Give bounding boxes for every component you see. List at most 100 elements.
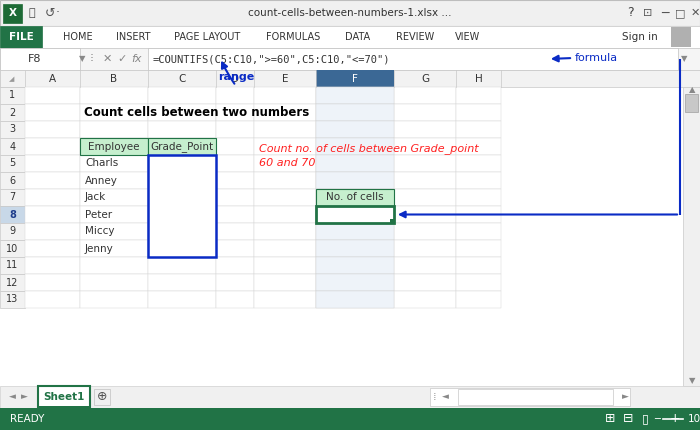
Text: 4: 4 [9,141,15,151]
Bar [148,104,216,121]
Text: D: D [231,74,239,83]
Bar [316,291,394,308]
Bar [0,223,25,240]
Bar [430,388,630,406]
Text: 60 and 70: 60 and 70 [259,157,316,168]
Text: Grade_Point: Grade_Point [150,141,214,152]
Text: ⊕: ⊕ [97,390,107,403]
Text: formula: formula [575,53,618,63]
Bar [0,138,25,155]
Bar [0,70,25,87]
Text: 10: 10 [6,243,19,254]
Bar [216,172,254,189]
Bar [456,223,501,240]
Bar [80,138,148,155]
Bar [316,87,394,104]
Bar [394,138,456,155]
Text: ▼: ▼ [689,377,695,386]
Text: 70: 70 [199,175,212,185]
Bar [25,87,80,104]
Bar [394,206,456,223]
Bar [254,257,316,274]
Bar [254,291,316,308]
Bar [25,240,80,257]
Bar [80,291,148,308]
Text: 75: 75 [199,209,212,219]
Text: ↺: ↺ [45,6,55,19]
Bar [254,240,316,257]
Bar [38,406,90,408]
Bar [80,104,148,121]
Text: ⁝: ⁝ [90,52,94,65]
Bar [0,48,700,70]
Bar [80,274,148,291]
Bar [316,274,394,291]
Bar [254,189,316,206]
Bar [148,48,678,70]
Bar [148,257,216,274]
Bar [216,223,254,240]
Bar [25,257,80,274]
Bar [148,155,216,172]
Text: Jenny: Jenny [85,243,113,254]
Bar [80,240,148,257]
Text: ►: ► [20,393,27,402]
Bar [216,121,254,138]
Bar [671,27,691,47]
Text: 11: 11 [6,261,19,270]
Text: VIEW: VIEW [456,32,481,42]
Bar [394,189,456,206]
Text: ▼: ▼ [78,55,85,64]
Text: Employee: Employee [88,141,140,151]
Bar [316,223,394,240]
Bar [80,172,148,189]
Bar [80,121,148,138]
Bar [456,240,501,257]
Bar [216,257,254,274]
Text: DATA: DATA [345,32,370,42]
Bar [254,172,316,189]
Bar [316,189,394,206]
Bar [394,155,456,172]
Bar [456,87,501,104]
Bar [394,121,456,138]
Bar [685,94,698,112]
Text: ⊞: ⊞ [605,412,615,426]
Text: ✕: ✕ [102,54,112,64]
Text: C: C [178,74,186,83]
Bar [25,291,80,308]
Bar [80,206,148,223]
Bar [394,172,456,189]
Bar [316,274,394,291]
Text: =COUNTIFS(C5:C10,">=60",C5:C10,"<=70"): =COUNTIFS(C5:C10,">=60",C5:C10,"<=70") [153,54,391,64]
Bar [0,121,25,138]
Text: HOME: HOME [63,32,93,42]
Bar [80,257,148,274]
Text: +: + [670,412,680,426]
Bar [316,87,394,104]
Bar [394,257,456,274]
Bar [216,155,254,172]
Bar [683,87,700,386]
Bar [316,240,394,257]
Text: ✓: ✓ [118,54,127,64]
Text: PAGE LAYOUT: PAGE LAYOUT [174,32,240,42]
Text: 1: 1 [9,90,15,101]
Bar [394,223,456,240]
Text: ◄: ◄ [442,393,449,402]
Bar [456,172,501,189]
Text: 9: 9 [9,227,15,237]
Bar [316,138,394,155]
Bar [80,138,148,155]
Bar [25,172,80,189]
Bar [80,155,148,172]
Bar [148,138,216,155]
Bar [148,172,216,189]
Bar [0,408,700,430]
Bar [394,104,456,121]
Text: 100%: 100% [688,414,700,424]
Bar [216,240,254,257]
Bar [94,389,110,405]
Bar [148,240,216,257]
Bar [456,257,501,274]
